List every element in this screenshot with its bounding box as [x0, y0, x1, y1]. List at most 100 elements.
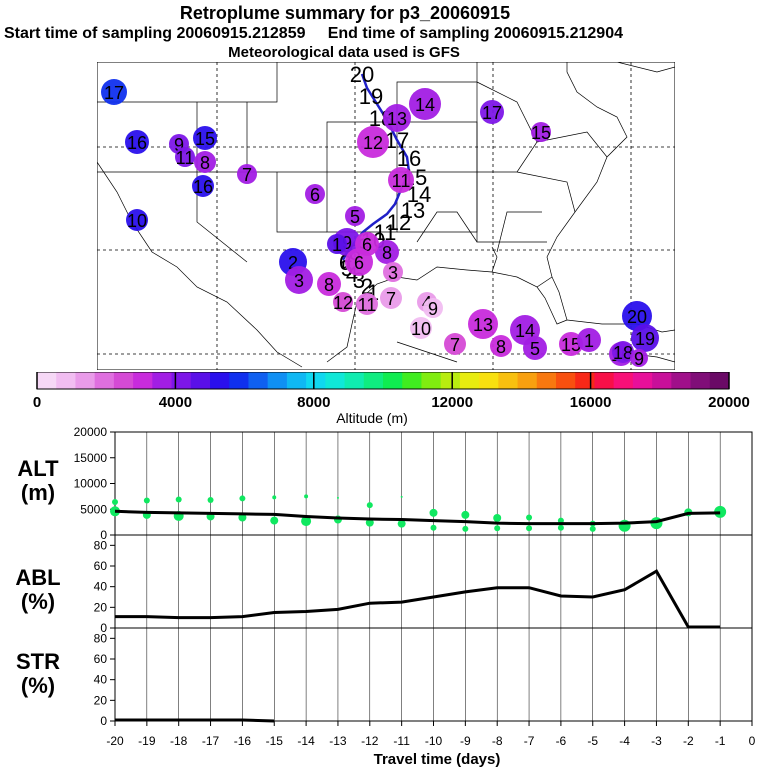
altitude-dot	[589, 525, 596, 532]
marker-label: 13	[387, 109, 407, 129]
marker-label: 7	[450, 335, 460, 355]
marker-label: 16	[127, 133, 147, 153]
colorbar-cell	[267, 372, 288, 389]
altitude-dot	[336, 496, 339, 499]
colorbar-cell	[210, 372, 230, 389]
altitude-dot	[430, 524, 437, 531]
marker-label: 9	[634, 349, 644, 369]
colorbar-tick-label: 4000	[159, 394, 192, 411]
x-tick-label: -13	[329, 734, 347, 748]
trajectory-marker: 16	[125, 130, 149, 154]
marker-label: 10	[127, 211, 147, 231]
altitude-colorbar: 0 4000 8000 12000 16000 20000 Altitude (m)	[33, 372, 750, 426]
marker-label: 1	[332, 235, 342, 255]
alt-label-line2: (m)	[20, 480, 56, 505]
altitude-dot	[493, 514, 502, 523]
trajectory-marker: 17	[101, 79, 127, 105]
x-tick-label: -7	[524, 734, 535, 748]
colorbar-cell	[671, 372, 692, 389]
trajectory-marker: 18	[612, 341, 634, 363]
str-panel: 0 20 40 60 80	[94, 627, 753, 728]
colorbar-cell	[133, 372, 153, 389]
marker-label: 14	[515, 321, 535, 341]
trajectory-marker: 7	[444, 333, 466, 355]
altitude-dot	[272, 495, 277, 500]
x-tick-label: -11	[393, 734, 410, 748]
trajectory-marker: 14	[409, 88, 441, 120]
colorbar-cell	[286, 372, 307, 389]
marker-label: 5	[350, 207, 360, 227]
marker-label: 2	[288, 253, 298, 273]
marker-label: 11	[392, 171, 411, 191]
time-series-panels: 0 5000 10000 15000 20000 0 20 40 60 80 0 20 40 60 80…	[74, 425, 756, 768]
x-axis-label: Travel time (days)	[374, 751, 501, 768]
marker-dot	[101, 79, 127, 105]
colorbar-cell	[594, 372, 615, 389]
trajectory-marker: 12	[333, 292, 353, 313]
x-tick-label: -20	[106, 734, 124, 748]
trajectory-marker: 6	[345, 248, 373, 276]
trajectory-marker: 13	[468, 309, 498, 339]
marker-dot	[375, 240, 399, 264]
trajectory-marker: 17	[480, 100, 504, 124]
marker-dot	[480, 100, 504, 124]
colorbar-cell	[440, 372, 461, 389]
marker-label: 9	[174, 135, 184, 155]
marker-label: 18	[613, 343, 633, 363]
x-tick-label: -12	[361, 734, 379, 748]
trajectory-marker: 15	[193, 126, 217, 150]
colorbar-cell	[325, 372, 346, 389]
altitude-dot	[557, 517, 564, 524]
marker-label: 6	[354, 253, 364, 273]
colorbar-cell	[613, 372, 634, 389]
alt-label-line1: ALT	[17, 456, 59, 481]
abl-label-line2: (%)	[20, 589, 56, 614]
altitude-dot	[397, 519, 406, 528]
marker-label: 8	[200, 153, 210, 173]
marker-label: 6	[362, 235, 372, 255]
marker-label: 9	[428, 299, 438, 319]
altitude-dot	[400, 495, 403, 498]
trajectory-marker: 11	[175, 147, 195, 168]
marker-dot	[383, 262, 403, 282]
trajectory-marker: 8	[490, 335, 512, 357]
colorbar-tick-label: 20000	[708, 394, 750, 411]
x-tick-label: 0	[749, 734, 756, 748]
altitude-dot	[207, 496, 214, 503]
trajectory-marker: 7	[380, 287, 402, 309]
trajectory-marker: 12	[357, 126, 389, 158]
x-tick-label: -5	[587, 734, 598, 748]
x-tick-label: -9	[460, 734, 471, 748]
marker-label: 11	[176, 148, 195, 168]
x-tick-label: -8	[492, 734, 503, 748]
marker-dot	[410, 317, 432, 339]
altitude-dot	[175, 496, 182, 503]
marker-label: 13	[473, 315, 493, 335]
colorbar-cell	[536, 372, 557, 389]
marker-label: 7	[386, 289, 396, 309]
altitude-dot	[270, 516, 279, 525]
trajectory-marker: 6	[305, 184, 325, 205]
series-line	[114, 509, 721, 526]
x-tick-label: -17	[202, 734, 220, 748]
colorbar-cell	[37, 372, 57, 389]
marker-dot	[631, 324, 659, 352]
colorbar-cell	[94, 372, 115, 389]
marker-dot	[194, 151, 216, 173]
trajectory-marker: 5	[345, 206, 365, 227]
colorbar-cell	[190, 372, 211, 389]
y-tick-label: 20	[94, 693, 108, 707]
colorbar-cell	[556, 372, 576, 389]
marker-dot	[333, 292, 353, 312]
trajectory-marker: 9	[423, 298, 443, 319]
x-tick-label: -2	[683, 734, 694, 748]
abl-panel-label: ABL (%)	[8, 566, 68, 614]
x-tick-label: -14	[297, 734, 315, 748]
altitude-dot	[714, 505, 727, 518]
colorbar-cell	[479, 372, 499, 389]
colorbar-label: Altitude (m)	[336, 410, 408, 426]
x-tick-label: -10	[425, 734, 443, 748]
altitude-dot	[526, 514, 533, 521]
y-tick-label: 60	[94, 559, 108, 573]
marker-dot	[126, 209, 148, 231]
